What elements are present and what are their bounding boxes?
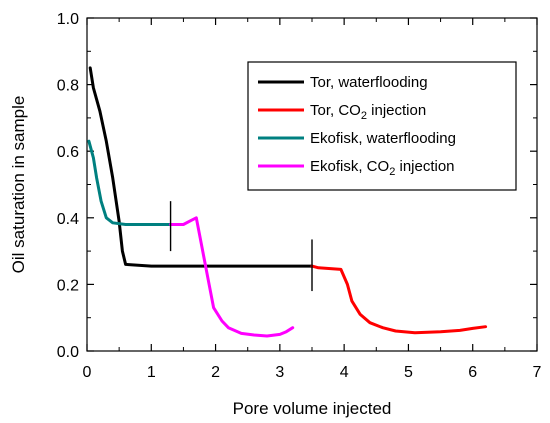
- series-line-3: [87, 139, 173, 226]
- x-tick-label: 2: [211, 364, 220, 381]
- x-axis: 0 1 2 3 4 5 6 7: [83, 18, 542, 381]
- x-tick-label: 7: [533, 364, 542, 381]
- y-axis-label: Oil saturation in sample: [9, 96, 28, 274]
- x-tick-label: 4: [340, 364, 349, 381]
- legend-label-1: Tor, waterflooding: [310, 74, 428, 91]
- x-tick-label: 0: [83, 364, 92, 381]
- y-tick-label: 0.4: [57, 211, 79, 228]
- y-tick-label: 0.8: [57, 78, 79, 95]
- x-axis-label: Pore volume injected: [233, 399, 392, 418]
- legend: Tor, waterflooding Tor, CO2 injection Ekof…: [247, 61, 517, 191]
- x-tick-label: 5: [404, 364, 413, 381]
- legend-label-2: Tor, CO2 injection: [310, 102, 426, 122]
- series-line-4: [169, 216, 295, 338]
- series-line-1: [88, 66, 314, 268]
- x-tick-label: 3: [275, 364, 284, 381]
- x-tick-label: 1: [147, 364, 156, 381]
- legend-label-4: Ekofisk, CO2 injection: [310, 158, 455, 178]
- x-tick-label: 6: [468, 364, 477, 381]
- y-tick-label: 0.6: [57, 144, 79, 161]
- series-lines: [87, 66, 488, 338]
- y-axis: 0.0 0.2 0.4 0.6 0.8 1.0: [57, 11, 537, 361]
- y-tick-label: 0.0: [57, 344, 79, 361]
- legend-label-3: Ekofisk, waterflooding: [310, 130, 456, 147]
- y-tick-label: 1.0: [57, 11, 79, 28]
- y-tick-label: 0.2: [57, 277, 79, 294]
- series-line-2: [310, 264, 488, 335]
- transition-markers: [169, 201, 313, 292]
